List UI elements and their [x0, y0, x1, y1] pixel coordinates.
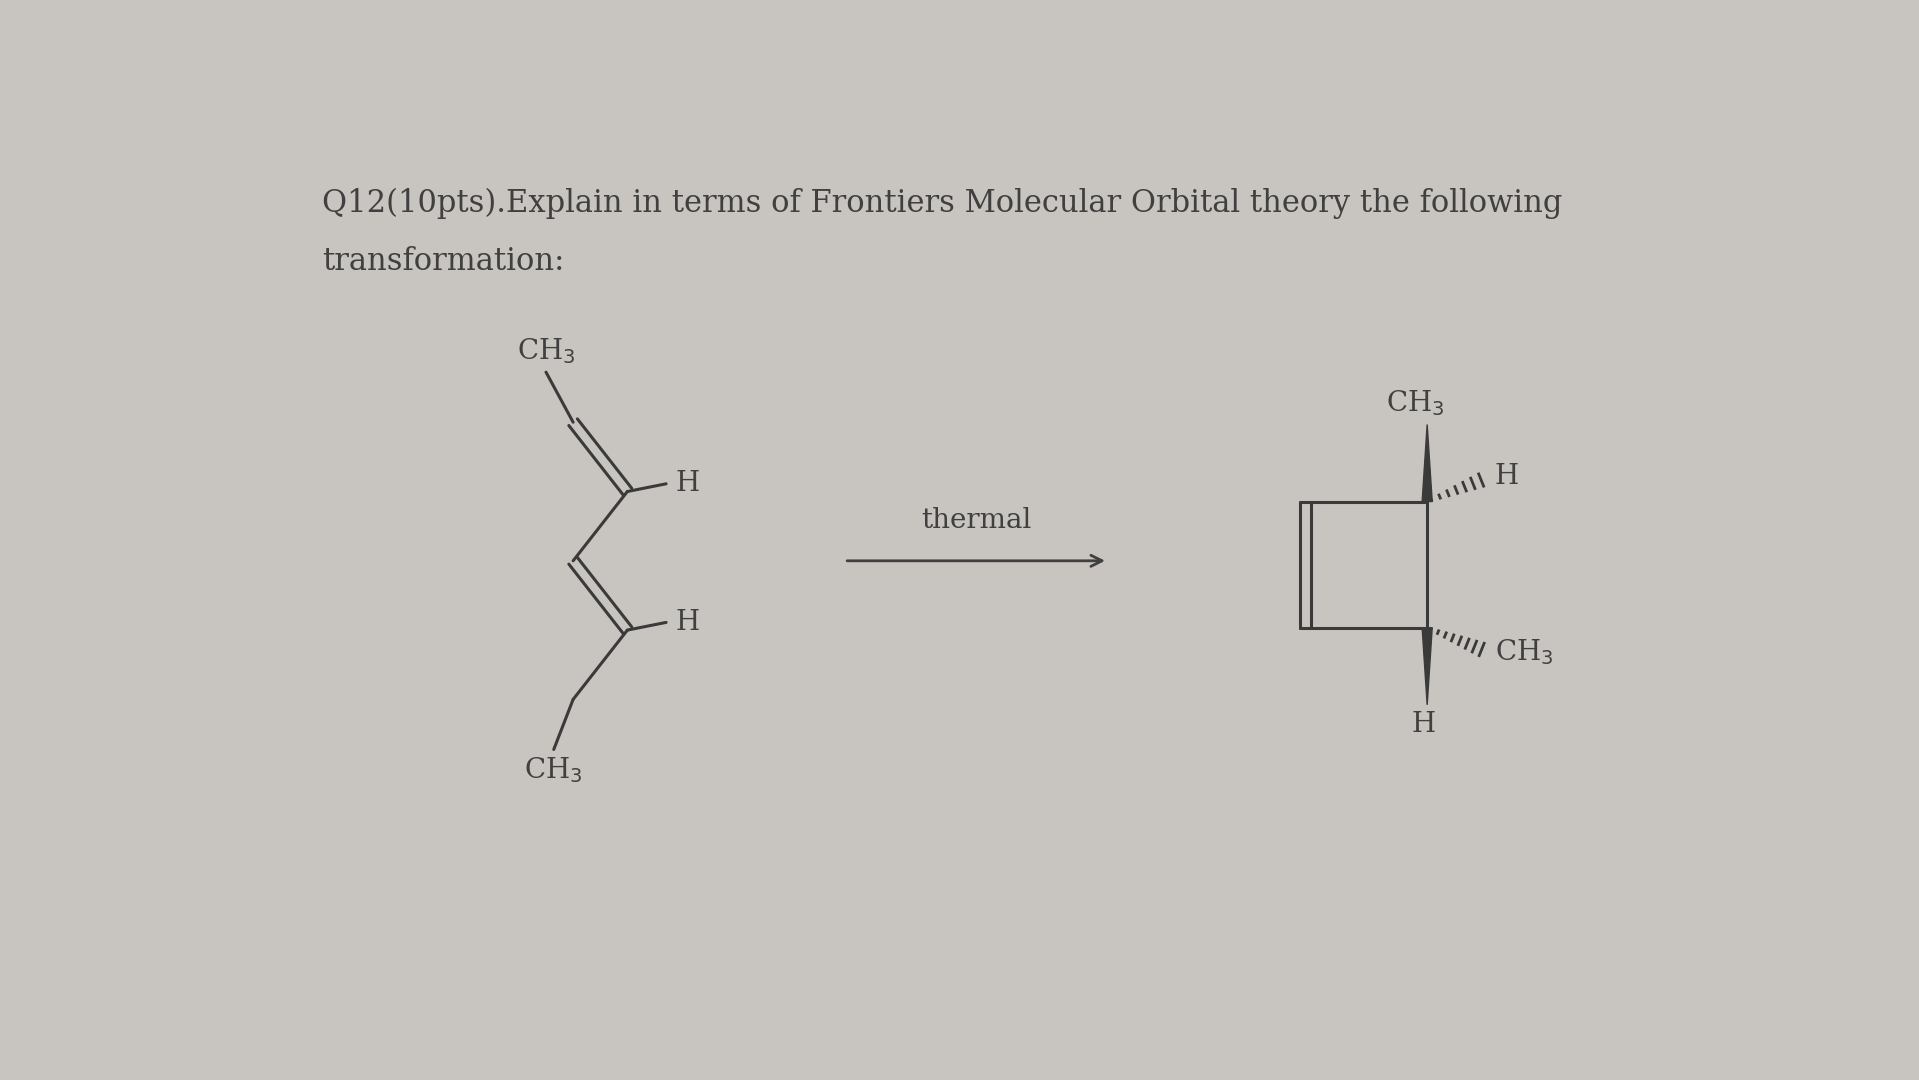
Text: H: H: [675, 609, 700, 636]
Polygon shape: [1422, 627, 1432, 705]
Text: CH$_3$: CH$_3$: [1386, 389, 1445, 418]
Text: Q12(10pts).Explain in terms of Frontiers Molecular Orbital theory the following: Q12(10pts).Explain in terms of Frontiers…: [322, 188, 1562, 219]
Polygon shape: [1422, 424, 1432, 501]
Text: CH$_3$: CH$_3$: [1495, 637, 1552, 667]
Text: H: H: [1410, 711, 1435, 738]
Text: H: H: [1495, 463, 1518, 490]
Text: CH$_3$: CH$_3$: [516, 336, 576, 366]
Text: thermal: thermal: [921, 507, 1031, 534]
Text: CH$_3$: CH$_3$: [524, 756, 583, 785]
Text: H: H: [675, 470, 700, 497]
Text: transformation:: transformation:: [322, 246, 564, 278]
